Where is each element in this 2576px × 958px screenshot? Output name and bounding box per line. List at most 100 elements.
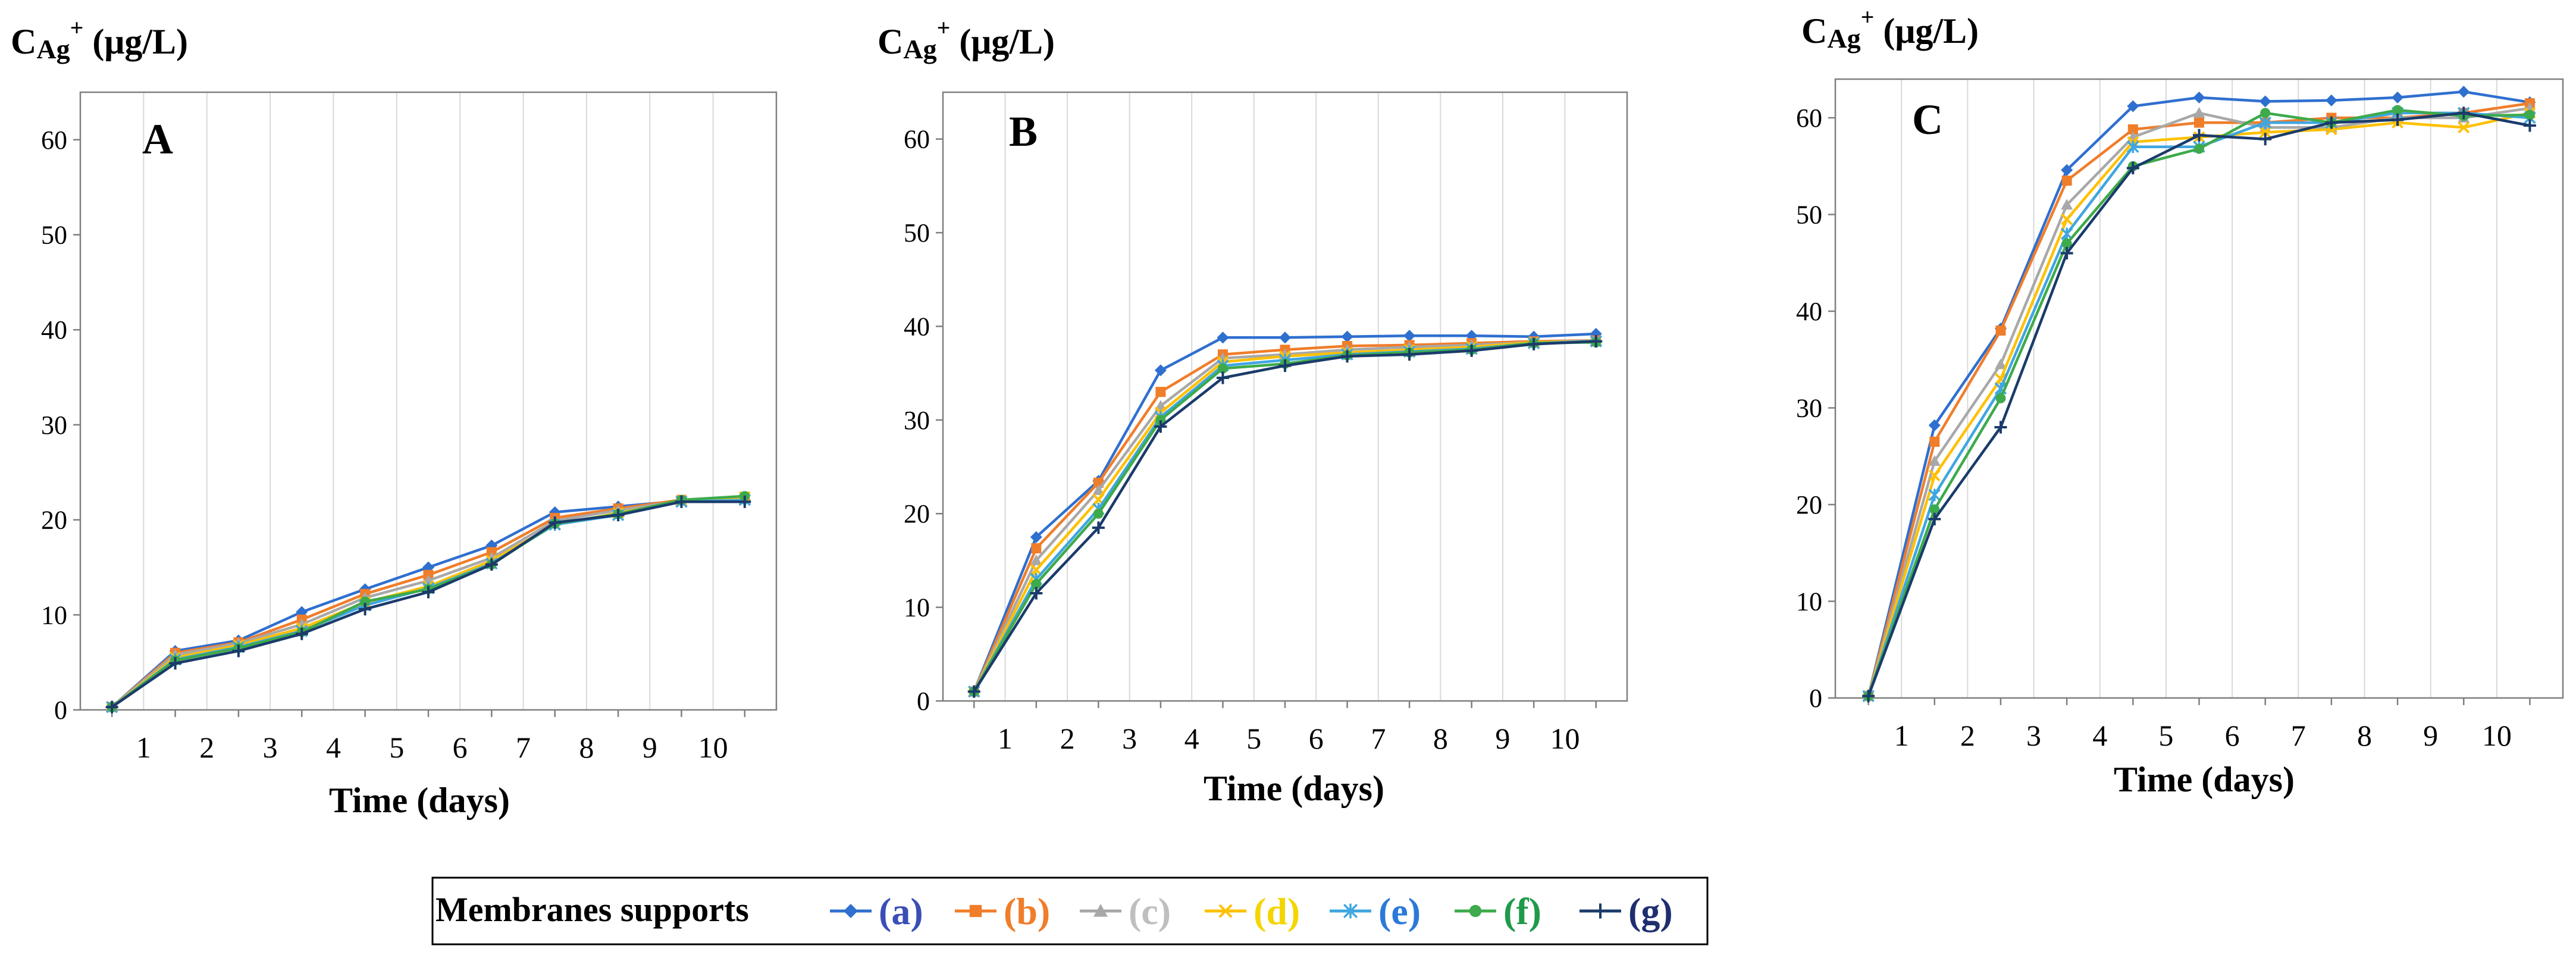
y-tick-label: 40 bbox=[41, 315, 67, 345]
legend-marker-e bbox=[1343, 903, 1358, 919]
panel-label: B bbox=[1009, 108, 1038, 155]
data-point-g bbox=[169, 657, 182, 670]
data-point-f bbox=[360, 596, 371, 607]
data-point-g bbox=[1341, 350, 1354, 363]
y-tick-label: 30 bbox=[1796, 394, 1822, 423]
data-point-b bbox=[2127, 124, 2138, 134]
y-tick-label: 60 bbox=[904, 125, 930, 154]
data-point-g bbox=[738, 495, 751, 508]
x-tick-label: 1 bbox=[136, 731, 151, 764]
x-tick-label: 2 bbox=[199, 731, 214, 764]
data-point-f bbox=[1031, 578, 1042, 589]
data-point-c bbox=[2193, 107, 2205, 118]
data-point-g bbox=[1030, 587, 1043, 600]
data-point-a bbox=[1279, 331, 1291, 344]
data-point-a bbox=[1928, 419, 1941, 431]
y-axis-label-sub: Ag bbox=[1827, 23, 1860, 54]
data-point-g bbox=[485, 558, 498, 571]
y-axis-label: CAg+ (μg/L) bbox=[1801, 4, 1979, 54]
data-point-g bbox=[2325, 116, 2338, 129]
data-point-b bbox=[1995, 325, 2006, 336]
data-point-c bbox=[1030, 554, 1042, 565]
x-tick-label: 4 bbox=[2092, 719, 2107, 752]
data-point-g bbox=[612, 509, 625, 522]
data-point-f bbox=[1217, 363, 1228, 374]
plot-frame bbox=[942, 91, 1628, 702]
chart-panel-b: 0 10 20 30 40 50 60 1 2 3 4 5 6 7 8 9 10 B CAg+ (μg/L) Time… bbox=[878, 14, 1628, 808]
y-axis-label-sub: Ag bbox=[903, 34, 936, 64]
y-tick-label: 30 bbox=[904, 406, 930, 435]
y-axis-label-unit: (μg/L) bbox=[950, 22, 1055, 61]
panel-label: C bbox=[1912, 96, 1943, 143]
x-tick-label: 8 bbox=[2357, 719, 2372, 752]
x-tick-label: 6 bbox=[453, 731, 468, 764]
data-point-g bbox=[2457, 107, 2470, 120]
data-point-g bbox=[422, 586, 435, 599]
data-point-a bbox=[2127, 100, 2139, 112]
legend-title: Membranes supports bbox=[435, 890, 749, 929]
x-tick-label: 10 bbox=[698, 731, 728, 764]
data-point-g bbox=[2259, 133, 2272, 146]
data-point-g bbox=[1928, 512, 1941, 525]
y-axis-label-sup: + bbox=[70, 14, 84, 41]
data-point-b bbox=[2061, 176, 2072, 186]
x-tick-label: 9 bbox=[1495, 722, 1510, 755]
data-point-f bbox=[2260, 108, 2271, 118]
x-tick-label: 5 bbox=[389, 731, 404, 764]
y-tick-label: 50 bbox=[904, 218, 930, 248]
x-tick-label: 8 bbox=[1433, 722, 1448, 755]
data-point-a bbox=[1403, 330, 1416, 342]
x-tick-label: 3 bbox=[1122, 722, 1137, 755]
data-point-b bbox=[1031, 543, 1042, 553]
legend-marker-a bbox=[844, 904, 858, 918]
y-tick-label: 20 bbox=[41, 506, 67, 535]
x-axis-label: Time (days) bbox=[329, 781, 510, 820]
data-point-f bbox=[1995, 393, 2006, 403]
x-tick-label: 7 bbox=[2291, 719, 2306, 752]
data-point-a bbox=[1154, 364, 1167, 377]
data-point-b bbox=[1929, 436, 1940, 447]
x-axis-label: Time (days) bbox=[2114, 760, 2295, 799]
data-point-g bbox=[2193, 129, 2205, 142]
data-point-f bbox=[1093, 508, 1104, 519]
legend-label-d: (d) bbox=[1253, 890, 1300, 932]
y-axis-label-main: C bbox=[11, 22, 36, 61]
data-point-e bbox=[2259, 116, 2271, 129]
y-axis-label-unit: (μg/L) bbox=[1874, 11, 1979, 51]
y-tick-label: 0 bbox=[1809, 684, 1822, 713]
y-axis-label-unit: (μg/L) bbox=[83, 22, 188, 61]
data-point-d bbox=[2458, 121, 2470, 134]
x-tick-label: 5 bbox=[2158, 719, 2173, 752]
x-tick-label: 6 bbox=[1309, 722, 1324, 755]
y-tick-label: 40 bbox=[1796, 297, 1822, 326]
y-tick-label: 30 bbox=[41, 411, 67, 440]
legend-label-b: (b) bbox=[1004, 890, 1050, 932]
x-tick-label: 2 bbox=[1060, 722, 1075, 755]
y-tick-label: 50 bbox=[41, 221, 67, 250]
data-point-a bbox=[2061, 164, 2073, 176]
x-tick-label: 10 bbox=[1550, 722, 1580, 755]
data-point-c bbox=[2061, 199, 2073, 210]
x-tick-label: 4 bbox=[1184, 722, 1199, 755]
data-point-c bbox=[1092, 484, 1105, 495]
x-tick-label: 2 bbox=[1960, 719, 1975, 752]
data-point-g bbox=[1403, 348, 1416, 361]
y-axis-label-sup: + bbox=[1861, 4, 1875, 30]
data-point-b bbox=[1155, 387, 1166, 397]
data-point-d bbox=[2061, 213, 2073, 226]
x-tick-label: 1 bbox=[998, 722, 1013, 755]
data-point-e bbox=[1928, 489, 1941, 502]
legend-label-g: (g) bbox=[1628, 890, 1673, 932]
data-point-g bbox=[675, 495, 688, 508]
data-point-e bbox=[2127, 140, 2139, 154]
y-tick-label: 10 bbox=[41, 600, 67, 630]
data-point-a bbox=[2259, 95, 2271, 108]
y-axis-label-sub: Ag bbox=[36, 34, 70, 64]
data-point-g bbox=[1154, 420, 1167, 433]
data-point-g bbox=[1590, 335, 1603, 348]
data-point-f bbox=[2194, 143, 2204, 154]
plot-frame bbox=[1834, 78, 2564, 699]
legend-marker-b bbox=[969, 904, 982, 918]
data-point-d bbox=[2259, 126, 2271, 139]
